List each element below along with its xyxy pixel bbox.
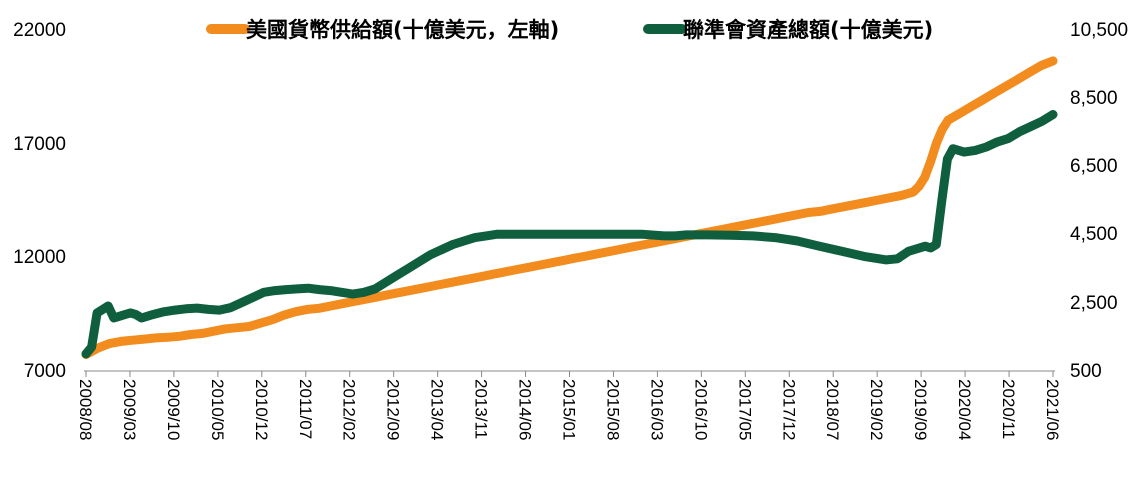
legend-label-fed-assets: 聯準會資產總額(十億美元): [683, 18, 933, 42]
y-right-tick-5: 500: [1070, 361, 1102, 382]
x-tick-label: 2008/08: [76, 379, 95, 440]
x-tick-label: 2019/09: [911, 379, 930, 440]
x-tick-label: 2011/07: [296, 379, 315, 439]
y-left-tick-2: 12000: [13, 247, 66, 268]
x-axis: 2008/08 2009/03 2009/10 2010/05 2010/12 2011/…: [76, 371, 1062, 440]
x-tick-label: 2021/06: [1043, 379, 1062, 440]
legend-label-money-supply: 美國貨幣供給額(十億美元，左軸): [246, 18, 559, 42]
y-right-tick-1: 8,500: [1070, 88, 1118, 109]
y-right-tick-4: 2,500: [1070, 293, 1118, 314]
x-tick-label: 2020/11: [999, 379, 1018, 439]
series-layer: [81, 56, 1058, 360]
x-tick-label: 2015/01: [560, 379, 579, 440]
x-tick-label: 2020/04: [955, 379, 974, 440]
y-left-tick-1: 17000: [13, 134, 66, 155]
y-left-tick-3: 7000: [24, 361, 66, 382]
x-tick-label: 2013/11: [472, 379, 491, 439]
series-line-fed-assets: [81, 110, 1058, 359]
x-tick-label: 2010/05: [208, 379, 227, 440]
x-tick-label: 2009/10: [164, 379, 183, 440]
x-tick-label: 2017/12: [779, 379, 798, 440]
x-tick-label: 2013/04: [428, 379, 447, 440]
x-tick-label: 2015/08: [603, 379, 622, 440]
x-tick-label: 2012/02: [340, 379, 359, 440]
y-right-tick-2: 6,500: [1070, 156, 1118, 177]
series-line-money-supply: [81, 56, 1058, 360]
x-tick-label: 2019/02: [867, 379, 886, 440]
y-left-tick-0: 22000: [13, 20, 66, 41]
x-tick-label: 2017/05: [735, 379, 754, 440]
x-tick-label: 2009/03: [120, 379, 139, 440]
x-tick-label: 2014/06: [516, 379, 535, 440]
y-right-tick-3: 4,500: [1070, 224, 1118, 245]
legend: 美國貨幣供給額(十億美元，左軸) 聯準會資產總額(十億美元): [206, 18, 933, 42]
x-tick-label: 2010/12: [252, 379, 271, 440]
x-tick-label: 2018/07: [823, 379, 842, 440]
x-tick-label: 2016/10: [691, 379, 710, 440]
x-tick-label: 2012/09: [384, 379, 403, 440]
y-right-tick-0: 10,500: [1070, 20, 1128, 41]
x-tick-label: 2016/03: [647, 379, 666, 440]
